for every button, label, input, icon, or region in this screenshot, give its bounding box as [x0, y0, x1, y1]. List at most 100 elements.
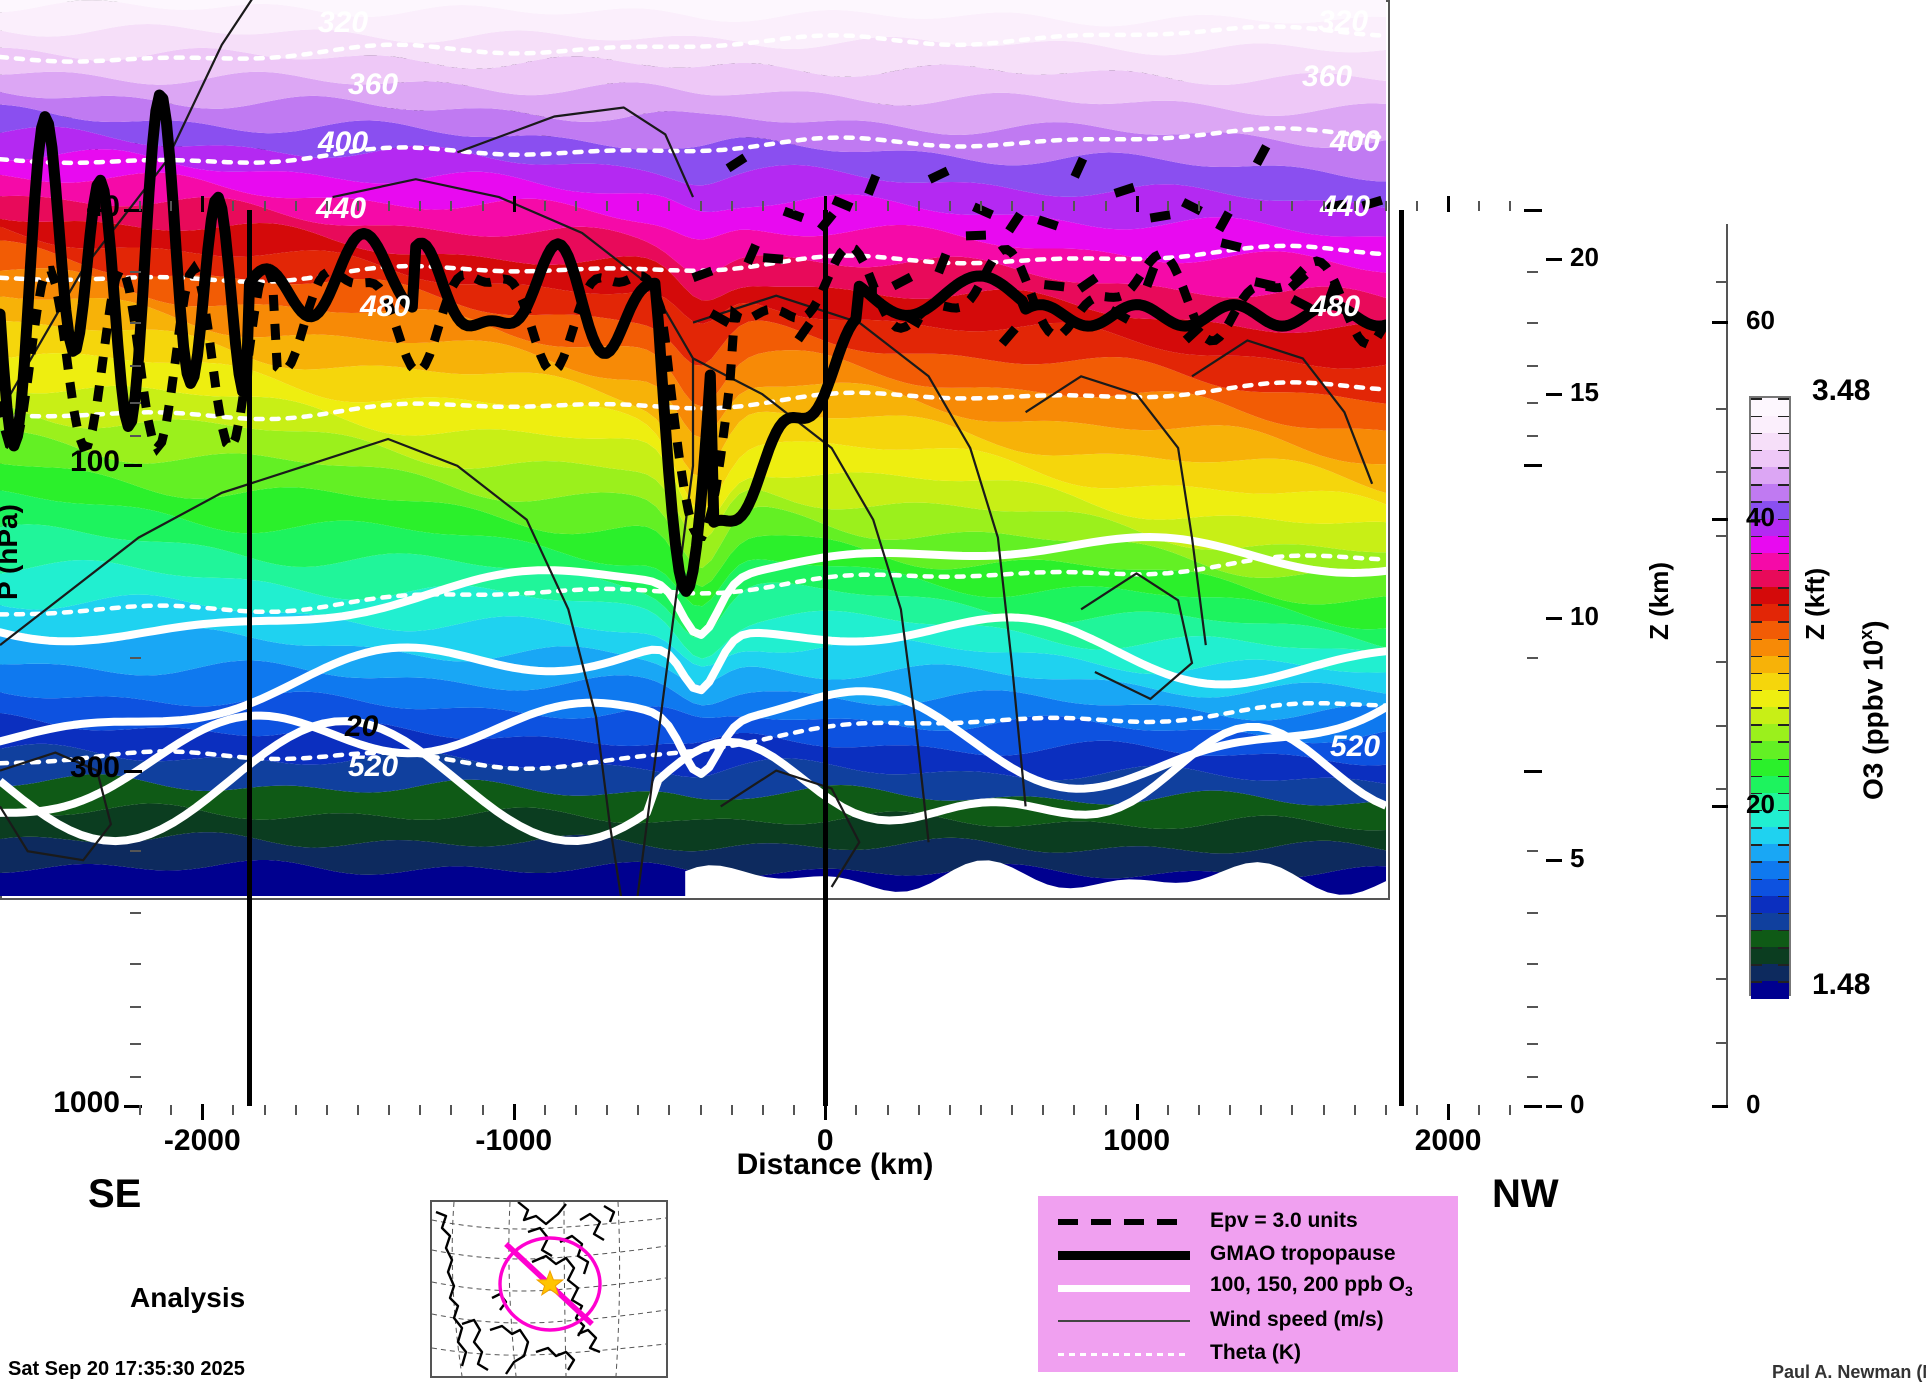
axis-tick: [1546, 1105, 1562, 1108]
colorbar-tick: [1751, 860, 1762, 863]
axis-tick: [1135, 196, 1139, 212]
colorbar-tick: [1778, 535, 1789, 538]
colorbar-tick: [1778, 689, 1789, 692]
colorbar-segment: [1751, 775, 1789, 793]
theta-contour-label: 520: [1330, 730, 1381, 763]
colorbar-segment: [1751, 689, 1789, 708]
legend-label: Epv = 3.0 units: [1210, 1208, 1358, 1232]
axis-tick: [1527, 1075, 1538, 1078]
axis-tick: [699, 201, 702, 211]
colorbar-tick: [1778, 740, 1789, 743]
axis-tick: [637, 1105, 640, 1115]
analysis-label: Analysis: [130, 1282, 246, 1313]
epv-dash-segment: [1290, 294, 1313, 313]
axis-tick: [130, 962, 141, 965]
axis-tick: [543, 1105, 546, 1115]
wind-speed-contour: [0, 437, 623, 896]
colorbar-tick: [1751, 723, 1762, 726]
axis-tick: [357, 201, 360, 211]
axis-tick: [1260, 201, 1263, 211]
ozone-band: [0, 296, 1386, 493]
colorbar-tick: [1778, 963, 1789, 966]
direction-label-se: SE: [88, 1172, 142, 1216]
epv-dash-segment: [1361, 195, 1384, 211]
axis-tick: [1527, 1042, 1538, 1045]
colorbar-title: O3 (ppbv 10x): [1856, 620, 1889, 800]
z-kft-tick-label: 40: [1746, 502, 1775, 533]
z-kft-axis-title: Z (kft): [1800, 567, 1830, 640]
colorbar-title-sup: x: [1856, 629, 1876, 640]
legend-item[interactable]: Theta (K): [1054, 1336, 1448, 1369]
z-km-tick-label: 0: [1570, 1089, 1585, 1119]
epv-dash-segment: [782, 206, 805, 223]
axis-tick: [124, 769, 142, 773]
axis-tick: [481, 1105, 484, 1115]
ozone-band: [0, 403, 1386, 578]
cross-section-plot[interactable]: 320 360 400 440 480 520 320 360 400 440 480 520 20: [0, 0, 1390, 900]
colorbar-tick: [1751, 878, 1762, 880]
epv-dash-segment: [831, 195, 854, 212]
colorbar-tick: [1751, 415, 1762, 418]
epv-dash-segment: [1182, 323, 1204, 344]
axis-tick: [979, 201, 982, 211]
ozone-band: [0, 91, 1386, 182]
inset-location-map[interactable]: [430, 1200, 668, 1378]
epv-dash-segment: [1043, 280, 1065, 292]
ozone-band: [0, 218, 1386, 369]
axis-tick: [450, 1105, 453, 1115]
colorbar-segment: [1751, 638, 1789, 656]
axis-tick: [130, 1042, 141, 1045]
axis-tick: [1716, 281, 1727, 284]
epv-dash-segment: [901, 310, 924, 329]
legend-item[interactable]: 100, 150, 200 ppb O3: [1054, 1270, 1448, 1303]
epv-dash-segment: [725, 153, 748, 173]
colorbar-tick: [1751, 535, 1762, 538]
axis-tick: [637, 201, 640, 211]
legend-item[interactable]: Wind speed (m/s): [1054, 1303, 1448, 1336]
colorbar-segment: [1751, 826, 1789, 845]
legend-item[interactable]: Epv = 3.0 units: [1054, 1204, 1448, 1237]
ozone-band: [0, 429, 1386, 605]
epv-dash-segment: [1113, 182, 1136, 198]
axis-tick: [201, 1104, 205, 1120]
axis-tick: [1712, 518, 1728, 522]
colorbar-tick: [1778, 878, 1789, 880]
epv-dash-segment: [1037, 215, 1059, 231]
colorbar-tick: [1778, 775, 1789, 778]
colorbar-title-prefix: O3 (ppbv 10: [1857, 639, 1889, 800]
colorbar-segment: [1751, 449, 1789, 468]
axis-tick: [668, 201, 671, 211]
ozone-band: [0, 226, 1386, 404]
theta-contour-label: 320: [1318, 5, 1369, 38]
colorbar-tick: [1778, 723, 1789, 726]
colorbar-tick: [1778, 483, 1789, 486]
plot-legend[interactable]: Epv = 3.0 units GMAO tropopause 100, 150, …: [1038, 1196, 1458, 1372]
axis-tick: [130, 657, 141, 659]
epv-dash-segment: [971, 202, 994, 219]
colorbar-tick: [1778, 946, 1789, 949]
axis-tick: [1527, 401, 1538, 404]
z-km-tick-label: 5: [1570, 842, 1585, 873]
colorbar-segment: [1751, 929, 1789, 948]
colorbar-segment: [1751, 552, 1789, 571]
colorbar-tick: [1751, 775, 1762, 778]
colorbar-tick: [1751, 638, 1762, 640]
axis-tick: [263, 1105, 266, 1115]
axis-tick: [855, 201, 858, 211]
axis-tick: [824, 1104, 828, 1120]
epv-dash-segment: [927, 166, 950, 184]
colorbar[interactable]: [1749, 396, 1791, 999]
colorbar-segment: [1751, 483, 1789, 502]
theta-contour-label: 520: [348, 750, 399, 783]
colorbar-segment: [1751, 620, 1789, 639]
colorbar-tick: [1778, 432, 1789, 435]
epv-dash-segment: [1149, 210, 1171, 223]
colorbar-max-label: 3.48: [1812, 374, 1871, 407]
axis-tick: [294, 201, 297, 211]
axis-tick: [1197, 201, 1200, 211]
legend-item[interactable]: GMAO tropopause: [1054, 1237, 1448, 1270]
axis-tick: [1716, 471, 1727, 474]
inset-map-svg: [432, 1202, 666, 1376]
axis-tick: [1546, 858, 1562, 862]
axis-tick: [1322, 201, 1325, 211]
